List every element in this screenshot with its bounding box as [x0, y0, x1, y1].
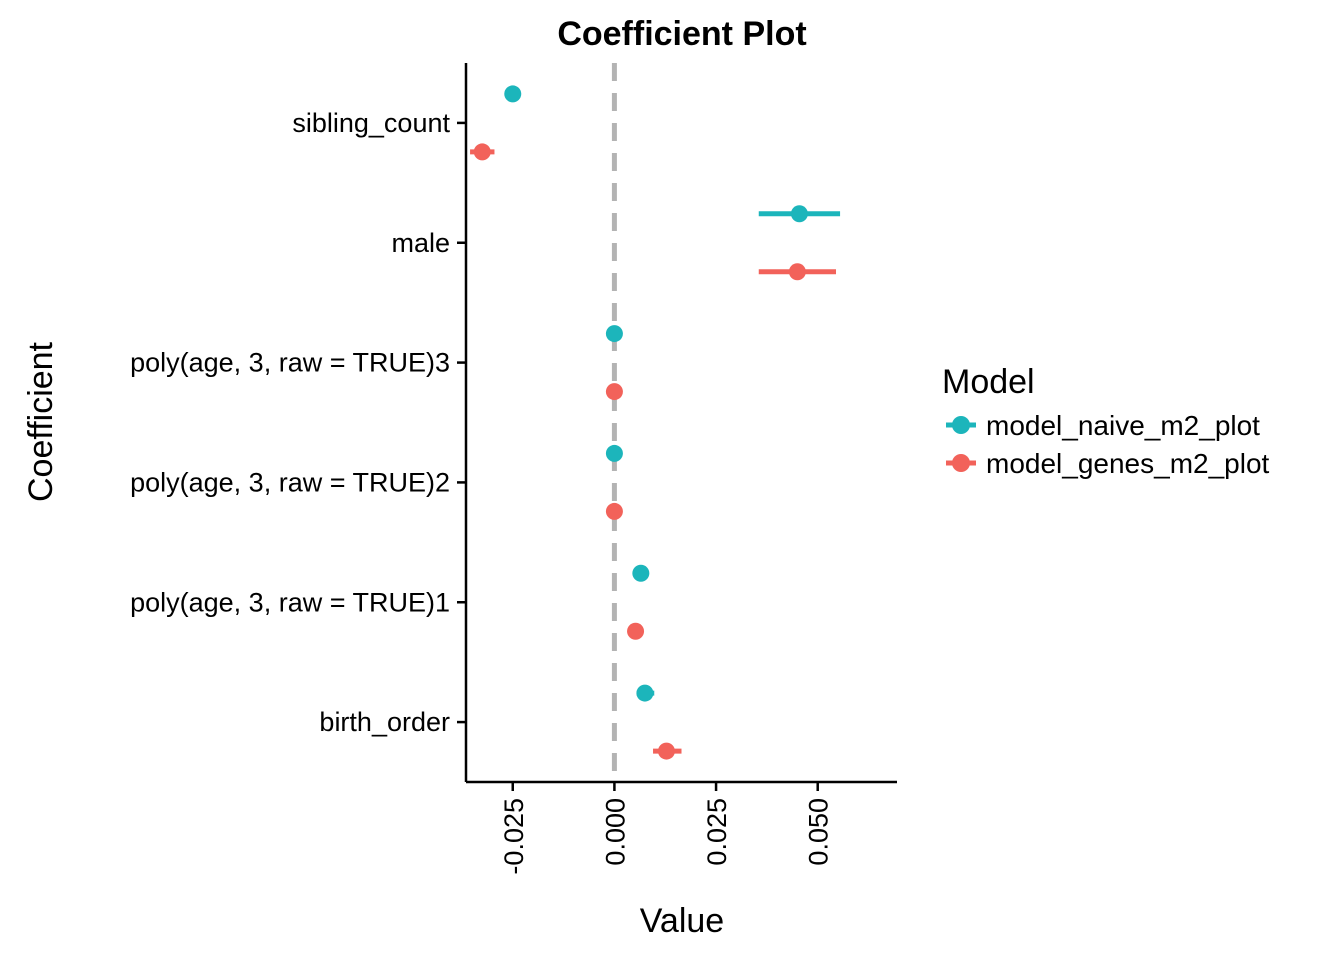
coefficient-point [473, 143, 491, 161]
coefficient-point [504, 85, 522, 103]
coefficient-point [605, 444, 623, 462]
y-tick-label: sibling_count [292, 108, 450, 138]
legend-label: model_genes_m2_plot [986, 448, 1270, 479]
legend-label: model_naive_m2_plot [986, 410, 1260, 441]
y-axis-title: Coefficient [22, 341, 60, 502]
x-axis-title: Value [640, 902, 724, 940]
coefficient-point [605, 383, 623, 401]
x-tick-label: 0.000 [600, 798, 630, 866]
x-tick-label: 0.050 [804, 798, 834, 866]
legend-title: Model [942, 363, 1035, 401]
coefficient-point [627, 622, 645, 640]
legend-key-point [952, 416, 970, 434]
y-tick-label: poly(age, 3, raw = TRUE)3 [130, 348, 450, 378]
y-tick-label: poly(age, 3, raw = TRUE)2 [130, 467, 450, 497]
coefficient-point [657, 742, 675, 760]
x-tick-label: -0.025 [499, 798, 529, 875]
coefficient-point [636, 684, 654, 702]
y-tick-label: birth_order [319, 707, 450, 737]
coefficient-point [788, 263, 806, 281]
legend-key-point [952, 454, 970, 472]
y-tick-label: male [391, 228, 450, 258]
chart-title: Coefficient Plot [557, 15, 806, 53]
y-tick-label: poly(age, 3, raw = TRUE)1 [130, 587, 450, 617]
coefficient-point [605, 502, 623, 520]
coefficient-point [790, 205, 808, 223]
x-tick-label: 0.025 [702, 798, 732, 866]
coefficient-point [632, 564, 650, 582]
coefficient-point [605, 325, 623, 343]
legend: Model model_naive_m2_plot model_genes_m2_… [942, 363, 1270, 479]
